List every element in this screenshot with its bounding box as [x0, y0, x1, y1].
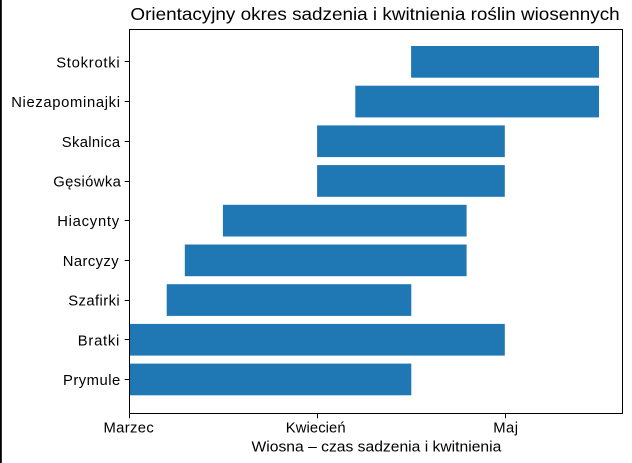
svg-text:Gęsiówka: Gęsiówka — [53, 175, 121, 191]
svg-text:Hiacynty: Hiacynty — [57, 214, 120, 230]
svg-text:Skalnica: Skalnica — [62, 135, 121, 151]
svg-text:Prymule: Prymule — [63, 373, 120, 389]
svg-text:Wiosna – czas sadzenia i kwitn: Wiosna – czas sadzenia i kwitnienia — [252, 440, 503, 456]
svg-text:Stokrotki: Stokrotki — [56, 55, 119, 71]
svg-text:Szafirki: Szafirki — [68, 294, 120, 310]
svg-text:Niezapominajki: Niezapominajki — [11, 95, 120, 111]
svg-text:Narcyzy: Narcyzy — [63, 254, 119, 270]
svg-text:Bratki: Bratki — [78, 333, 120, 349]
svg-text:Orientacyjny okres sadzenia i: Orientacyjny okres sadzenia i kwitnienia… — [130, 4, 619, 24]
svg-text:Kwiecień: Kwiecień — [286, 421, 346, 437]
svg-text:Maj: Maj — [493, 421, 518, 437]
svg-text:Marzec: Marzec — [104, 421, 155, 437]
